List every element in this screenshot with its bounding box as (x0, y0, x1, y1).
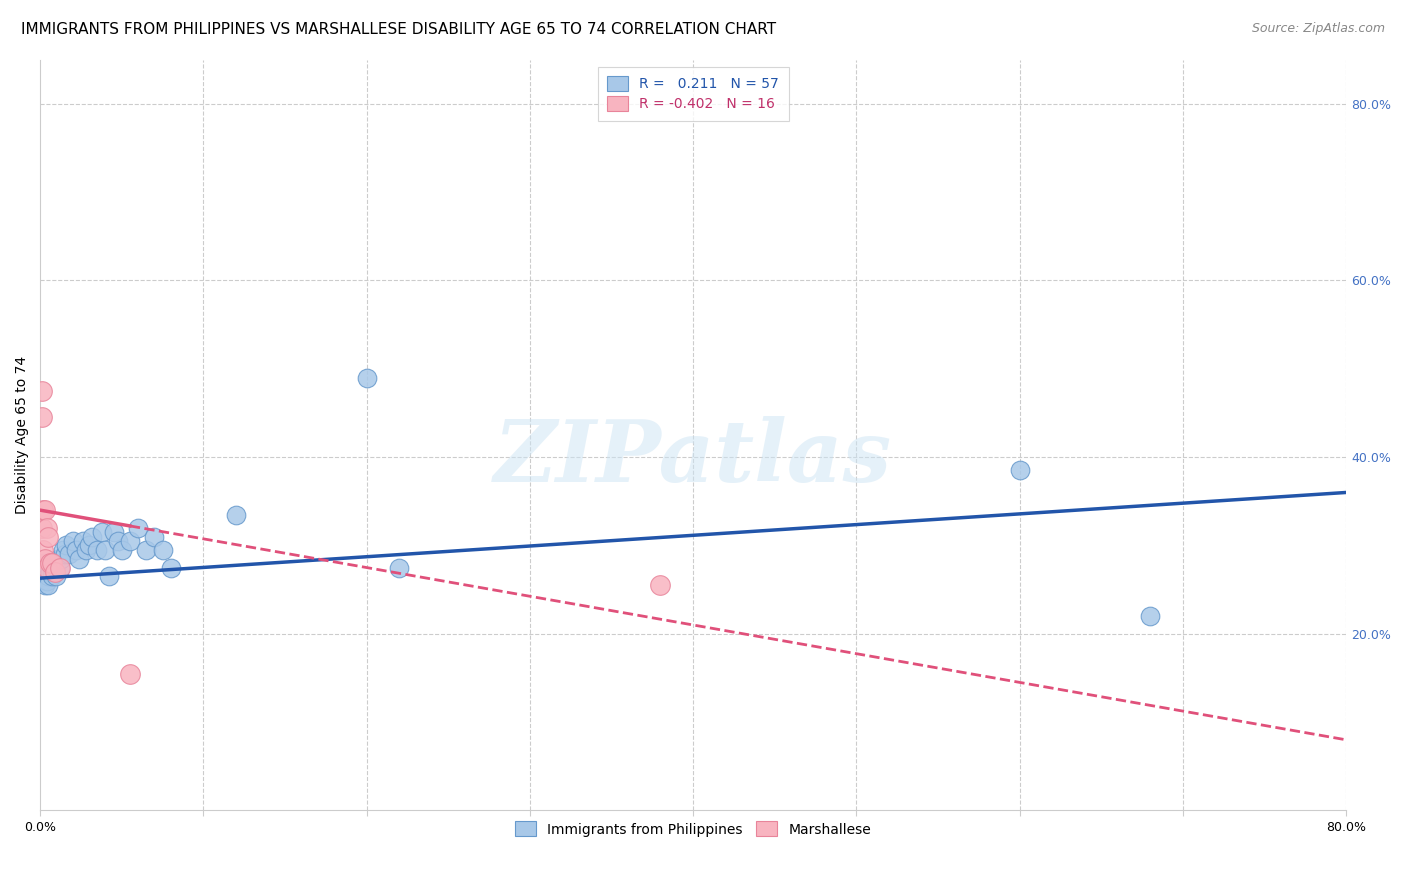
Point (650, 578, 672, 592)
Point (34, 578, 56, 592)
Point (34, 574, 56, 588)
Point (46, 551, 69, 566)
Point (143, 530, 166, 544)
Point (111, 542, 134, 557)
Point (34, 569, 56, 583)
Point (94, 542, 117, 557)
Point (159, 560, 181, 574)
Point (37, 569, 59, 583)
Point (388, 560, 411, 574)
Point (45, 560, 67, 574)
Point (356, 370, 378, 384)
Point (52, 542, 75, 557)
Point (38, 565, 60, 579)
Point (35, 574, 58, 588)
Point (1139, 609, 1161, 624)
Point (41, 556, 63, 570)
Point (31, 560, 53, 574)
Point (58, 547, 80, 561)
Text: IMMIGRANTS FROM PHILIPPINES VS MARSHALLESE DISABILITY AGE 65 TO 74 CORRELATION C: IMMIGRANTS FROM PHILIPPINES VS MARSHALLE… (21, 22, 776, 37)
Point (75, 542, 97, 557)
Point (32, 503, 55, 517)
Point (53, 547, 76, 561)
Legend: Immigrants from Philippines, Marshallese: Immigrants from Philippines, Marshallese (506, 813, 880, 845)
Point (34, 503, 56, 517)
Point (38, 556, 60, 570)
Point (107, 534, 129, 549)
Point (135, 542, 157, 557)
Point (34, 551, 56, 566)
Point (48, 560, 70, 574)
Point (38, 556, 60, 570)
Text: ZIPatlas: ZIPatlas (494, 416, 893, 500)
Point (32, 542, 55, 557)
Point (225, 508, 247, 522)
Point (41, 569, 63, 583)
Point (35, 521, 58, 535)
Point (67, 551, 90, 566)
Point (37, 578, 59, 592)
Point (31, 521, 53, 535)
Point (32, 565, 55, 579)
Point (44, 565, 66, 579)
Point (127, 521, 149, 535)
Point (37, 560, 59, 574)
Point (51, 551, 73, 566)
Point (118, 666, 141, 681)
Point (65, 542, 87, 557)
Point (31, 384, 53, 398)
Point (34, 565, 56, 579)
Point (32, 569, 55, 583)
Point (118, 534, 141, 549)
Point (31, 410, 53, 425)
Point (35, 560, 58, 574)
Point (55, 539, 77, 553)
Point (152, 542, 174, 557)
Point (77, 539, 100, 553)
Point (91, 525, 114, 540)
Point (41, 560, 63, 574)
Point (103, 525, 125, 540)
Point (35, 565, 58, 579)
Point (32, 560, 55, 574)
Point (31, 565, 53, 579)
Point (44, 565, 66, 579)
Point (97, 569, 120, 583)
Point (37, 530, 59, 544)
Point (48, 560, 70, 574)
Point (86, 542, 108, 557)
Point (31, 574, 53, 588)
Text: Source: ZipAtlas.com: Source: ZipAtlas.com (1251, 22, 1385, 36)
Point (35, 560, 58, 574)
Point (45, 569, 67, 583)
Point (42, 556, 65, 570)
Point (72, 534, 94, 549)
Point (32, 556, 55, 570)
Point (1008, 463, 1031, 477)
Point (82, 530, 104, 544)
Point (62, 534, 84, 549)
Y-axis label: Disability Age 65 to 74: Disability Age 65 to 74 (15, 356, 30, 514)
